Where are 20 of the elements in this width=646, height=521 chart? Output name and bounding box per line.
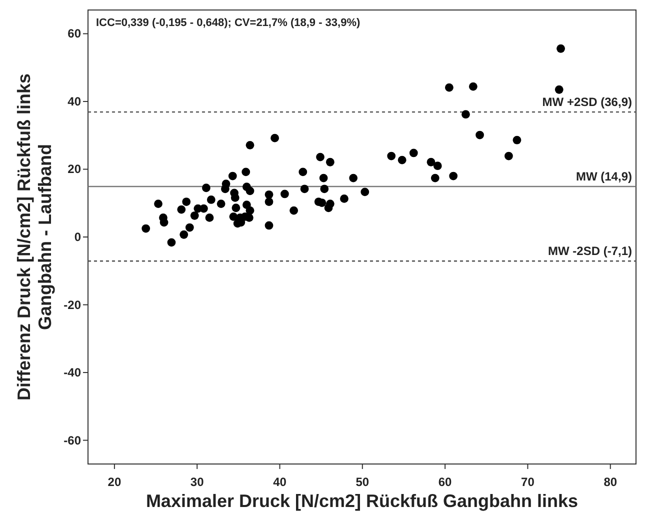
ref-line-label: MW -2SD (-7,1): [548, 244, 632, 258]
x-tick-label: 40: [273, 475, 287, 489]
x-tick-label: 50: [356, 475, 370, 489]
x-tick-label: 30: [190, 475, 204, 489]
y-tick-label: -60: [64, 433, 82, 448]
x-tick-label: 70: [521, 475, 535, 489]
annotation: ICC=0,339 (-0,195 - 0,648); CV=21,7% (18,9 - 33,9%): [96, 17, 360, 29]
y-tick-label: 60: [68, 26, 82, 41]
y-tick-label: -40: [64, 366, 82, 380]
y-axis-title: Differenz Druck [N/cm2] Rückfuß links Gangbahn - Laufband: [14, 73, 55, 401]
x-axis-title: Maximaler Druck [N/cm2] Rückfuß Gangbahn links: [146, 491, 578, 511]
x-tick-label: 20: [108, 475, 122, 489]
y-tick-label: 20: [68, 162, 82, 176]
ref-line-label: MW (14,9): [576, 170, 632, 184]
ref-line-label: MW +2SD (36,9): [542, 94, 632, 109]
y-tick-label: 40: [68, 94, 82, 108]
x-tick-label: 80: [604, 475, 618, 489]
y-tick-label: -20: [64, 298, 82, 312]
y-tick-label: 0: [74, 230, 82, 244]
x-tick-label: 60: [438, 475, 452, 489]
